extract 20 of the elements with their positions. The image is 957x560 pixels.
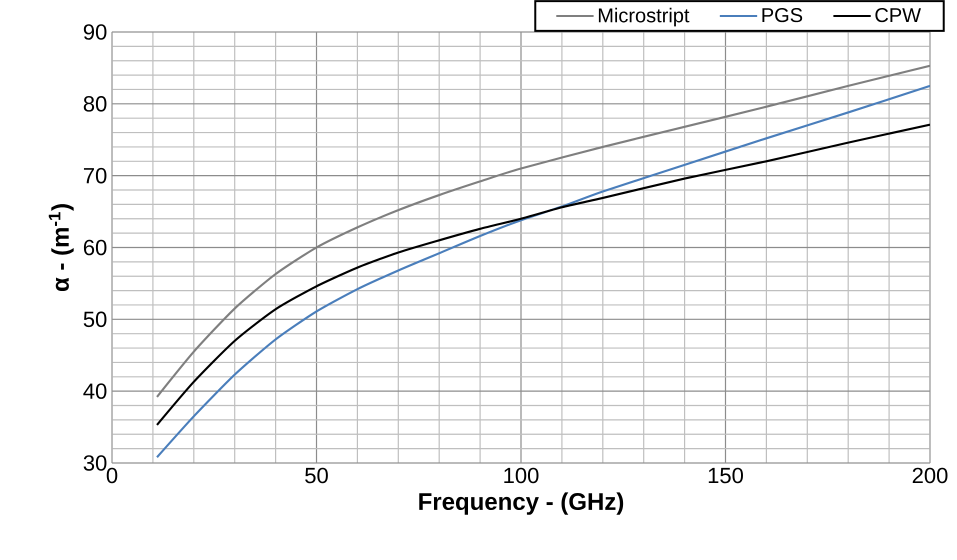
legend-label: CPW	[875, 8, 921, 22]
legend-label: Microstript	[598, 8, 690, 26]
x-tick-label: 200	[912, 468, 948, 484]
x-tick-label: 0	[106, 468, 118, 484]
y-tick-label: 50	[84, 312, 106, 328]
y-tick-label: 70	[84, 168, 106, 184]
legend-label: PGS	[762, 8, 802, 22]
y-tick-label: 60	[84, 240, 106, 256]
y-tick-label: 90	[84, 24, 106, 40]
y-axis-title: α - (m$^{-1}$)	[48, 204, 74, 292]
y-tick-label: 40	[83, 383, 106, 399]
line-series	[156, 64, 930, 398]
x-tick-label: 50	[305, 468, 328, 484]
line-series	[156, 124, 930, 426]
x-axis-title: Frequency - (GHz)	[419, 492, 624, 515]
y-tick-label: 80	[84, 96, 106, 112]
x-tick-label: 150	[708, 468, 743, 484]
x-tick-label: 100	[504, 468, 538, 484]
y-tick-label: 30	[84, 455, 106, 471]
line-series	[156, 84, 930, 458]
